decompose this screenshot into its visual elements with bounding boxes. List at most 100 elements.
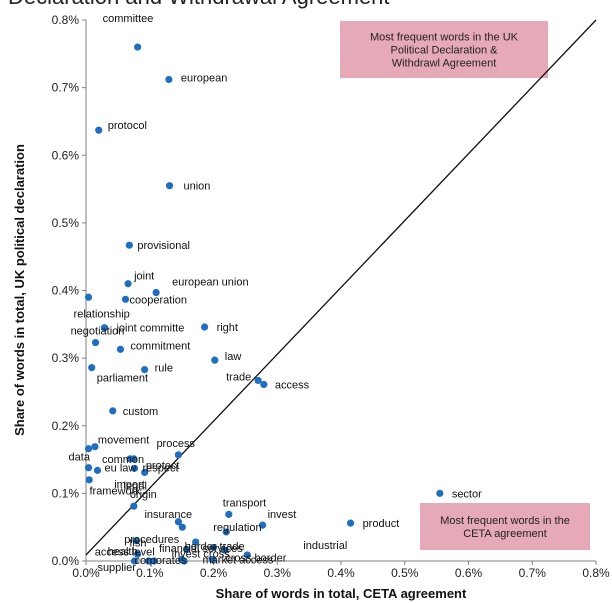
point-label: union xyxy=(184,181,211,193)
point-label: cooperation xyxy=(130,294,188,306)
x-tick-label: 0.5% xyxy=(391,566,419,580)
point-label: respect xyxy=(142,462,178,474)
point-label: supplier xyxy=(97,562,136,574)
data-point xyxy=(88,363,96,372)
point-label: procedures xyxy=(124,534,180,546)
data-point xyxy=(84,464,93,472)
y-tick-label: 0.6% xyxy=(52,148,80,162)
annotation-box xyxy=(420,503,590,550)
data-point xyxy=(174,451,183,459)
point-label: trade xyxy=(226,371,251,383)
point-label: product xyxy=(363,518,400,530)
point-label: committee xyxy=(103,13,154,25)
y-tick-label: 0.3% xyxy=(52,351,80,365)
y-tick-label: 0.5% xyxy=(52,216,80,230)
point-label: corporates xyxy=(134,555,186,567)
point-label: sector xyxy=(452,488,482,500)
point-label: transport xyxy=(223,497,266,509)
point-label: regulation xyxy=(213,522,261,534)
data-point xyxy=(243,551,251,559)
data-point xyxy=(260,380,268,389)
point-label: access level xyxy=(95,547,155,559)
point-label: right xyxy=(217,322,238,334)
data-point xyxy=(84,293,93,301)
y-tick-label: 0.7% xyxy=(52,81,80,95)
point-label: negotiation xyxy=(71,326,125,338)
data-point xyxy=(152,288,160,297)
annotation-layer: Most frequent words in the UK Political D… xyxy=(340,21,590,550)
data-point xyxy=(130,557,139,565)
x-tick-label: 0.2% xyxy=(200,566,228,580)
x-tick-label: 0.0% xyxy=(72,566,100,580)
point-label: provisional xyxy=(137,240,190,252)
y-tick-label: 0.0% xyxy=(52,554,80,568)
data-point xyxy=(130,455,138,463)
point-label: market access xyxy=(203,554,274,566)
x-tick-label: 0.4% xyxy=(327,566,355,580)
data-point xyxy=(141,468,149,477)
data-point xyxy=(134,43,142,51)
point-label: process xyxy=(156,438,195,450)
data-point xyxy=(165,75,173,84)
point-label: joint xyxy=(133,271,154,283)
point-label: movement xyxy=(98,435,149,447)
data-point xyxy=(85,476,93,484)
point-label: industrial xyxy=(303,540,347,552)
data-point xyxy=(150,557,158,565)
point-label: health xyxy=(108,546,138,558)
point-label: fish xyxy=(129,538,146,550)
point-label: protect xyxy=(146,460,180,472)
point-label: common xyxy=(102,454,144,466)
point-label: invest cross xyxy=(172,549,231,561)
y-tick-label: 0.4% xyxy=(52,284,80,298)
x-tick-label: 0.6% xyxy=(455,566,483,580)
diagonal-line xyxy=(85,19,597,556)
x-axis-title: Share of words in total, CETA agreement xyxy=(216,586,467,601)
data-point xyxy=(178,523,186,531)
point-label: relationship xyxy=(74,308,130,320)
point-labels-layer: committee european protocol union provisiona… xyxy=(69,13,483,574)
point-label: european xyxy=(181,73,228,85)
data-point xyxy=(254,376,262,385)
axes-layer: 0.0% 0.1% 0.2% 0.3% 0.4% 0.5% 0.6% 0.7% 0.8% 0.0%… xyxy=(52,13,610,580)
data-point xyxy=(208,556,216,564)
x-tick-label: 0.8% xyxy=(582,566,610,580)
points-layer xyxy=(84,43,444,565)
y-tick-label: 0.8% xyxy=(52,13,80,27)
point-label: invest xyxy=(268,509,297,521)
x-tick-label: 0.1% xyxy=(136,566,164,580)
point-label: cross border xyxy=(225,553,286,565)
y-tick-label: 0.2% xyxy=(52,419,80,433)
data-point xyxy=(124,280,132,288)
data-point xyxy=(209,543,218,552)
data-point xyxy=(144,557,153,565)
point-label: eu law xyxy=(105,463,137,475)
data-point xyxy=(225,510,233,518)
point-label: insurance xyxy=(144,509,192,521)
point-label: legal xyxy=(124,480,147,492)
data-point xyxy=(174,518,183,526)
data-point xyxy=(436,489,444,497)
point-label: access xyxy=(275,379,310,391)
point-label: import xyxy=(114,479,145,491)
page-title: Declaration and Withdrawal Agreement xyxy=(8,0,390,10)
data-point xyxy=(192,538,200,546)
data-point xyxy=(132,537,140,545)
data-point xyxy=(91,443,99,451)
y-axis-title: Share of words in total, UK political de… xyxy=(12,144,27,436)
data-point xyxy=(200,323,209,331)
point-label: protocol xyxy=(108,120,147,132)
point-label: european union xyxy=(172,277,248,289)
data-point xyxy=(211,356,219,364)
data-point xyxy=(141,366,149,374)
x-tick-label: 0.7% xyxy=(519,566,547,580)
point-label: rule xyxy=(155,363,173,375)
data-point xyxy=(183,545,191,554)
point-label: joint committe xyxy=(115,323,184,335)
data-point xyxy=(95,126,103,134)
annotation-text: Most frequent words in the CETA agreement xyxy=(440,515,570,540)
point-label: border trade xyxy=(185,541,245,553)
data-point xyxy=(109,407,117,415)
data-point xyxy=(165,182,174,190)
